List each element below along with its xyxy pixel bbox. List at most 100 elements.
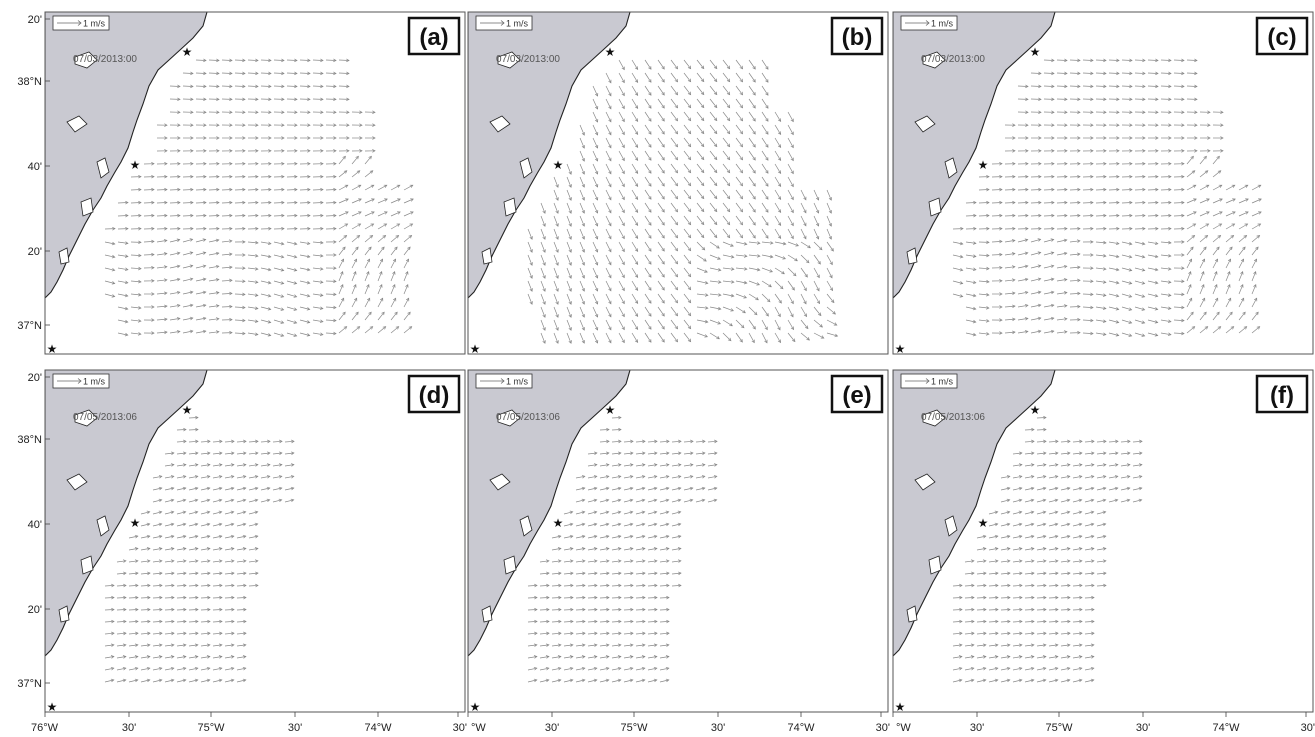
current-vector xyxy=(1048,535,1058,539)
current-vector xyxy=(248,452,258,455)
current-vector xyxy=(683,124,691,134)
current-vector-head xyxy=(281,187,285,192)
current-vector-head xyxy=(648,118,652,122)
scale-arrow-head xyxy=(500,378,505,384)
current-vector xyxy=(152,667,162,671)
current-vector-head xyxy=(529,262,533,266)
current-vector-head xyxy=(281,110,285,115)
current-vector xyxy=(1072,644,1082,647)
current-vector xyxy=(635,475,645,479)
current-vector xyxy=(978,306,989,309)
current-vector xyxy=(208,215,220,217)
current-vector-head xyxy=(1090,266,1094,270)
current-vector-head xyxy=(594,170,599,175)
current-vector xyxy=(176,644,186,647)
current-vector-head xyxy=(777,313,781,318)
current-vector xyxy=(1000,679,1010,683)
current-vector-head xyxy=(555,327,559,331)
current-vector-head xyxy=(267,439,271,444)
current-vector-head xyxy=(999,213,1003,218)
landmass xyxy=(893,12,1056,299)
current-vector xyxy=(208,331,219,334)
current-vector-head xyxy=(405,271,409,275)
current-vector xyxy=(1024,585,1035,587)
current-vector xyxy=(540,293,546,305)
current-vector xyxy=(273,254,284,258)
current-vector xyxy=(164,679,174,683)
current-vector xyxy=(1238,246,1246,256)
current-vector-head xyxy=(346,71,350,76)
current-vector xyxy=(599,632,610,635)
current-vector-head xyxy=(1114,486,1119,491)
current-vector-head xyxy=(1019,631,1023,636)
current-vector-head xyxy=(1025,174,1029,179)
current-vector xyxy=(735,332,743,343)
current-vector xyxy=(104,254,115,258)
current-vector-head xyxy=(752,104,756,109)
current-vector-head xyxy=(279,439,283,444)
current-vector xyxy=(272,452,282,455)
current-vector-head xyxy=(1012,174,1016,179)
x-tick-label: °W xyxy=(896,722,911,734)
current-vector xyxy=(1069,279,1081,282)
current-vector xyxy=(611,609,622,611)
current-vector xyxy=(976,572,987,575)
current-vector xyxy=(563,560,573,563)
current-vector-head xyxy=(768,284,772,288)
current-vector xyxy=(286,306,297,311)
current-vector-head xyxy=(219,631,223,636)
current-vector xyxy=(200,597,211,599)
current-vector xyxy=(221,85,233,87)
current-vector xyxy=(722,306,734,312)
current-vector-head xyxy=(581,301,585,305)
current-vector xyxy=(1251,246,1259,256)
current-vector-head xyxy=(242,486,247,491)
current-vector-head xyxy=(384,211,388,215)
current-vector-head xyxy=(255,123,259,127)
current-vector-head xyxy=(1090,253,1094,257)
current-vector xyxy=(1082,319,1094,321)
current-vector-head xyxy=(569,534,574,539)
current-vector xyxy=(599,487,609,491)
current-vector-head xyxy=(1141,241,1146,246)
current-vector xyxy=(670,267,678,278)
current-vector xyxy=(965,319,976,323)
current-vector xyxy=(696,111,705,121)
current-vector-head xyxy=(281,71,285,76)
current-vector xyxy=(618,189,625,200)
current-vector xyxy=(952,644,962,647)
current-vector-head xyxy=(216,200,220,205)
current-vector xyxy=(1036,597,1047,599)
current-vector xyxy=(635,644,645,647)
current-vector-head xyxy=(689,498,694,503)
current-vector-head xyxy=(294,97,298,102)
current-vector xyxy=(647,656,657,659)
current-vector xyxy=(200,487,210,491)
current-vector-head xyxy=(608,144,612,149)
current-vector-head xyxy=(182,522,187,527)
current-vector xyxy=(1069,240,1080,243)
current-vector xyxy=(351,311,359,321)
current-vector xyxy=(195,59,207,61)
current-vector-head xyxy=(654,631,658,636)
current-vector xyxy=(623,511,633,515)
current-vector-head xyxy=(752,325,756,330)
current-vector-head xyxy=(1024,317,1029,321)
current-vector xyxy=(774,124,781,135)
current-vector-head xyxy=(739,130,744,135)
current-vector-head xyxy=(1051,161,1055,166)
current-vector xyxy=(566,254,572,266)
current-vector-head xyxy=(1116,84,1120,89)
current-vector xyxy=(722,189,730,199)
current-vector xyxy=(991,189,1003,191)
current-vector-head xyxy=(1155,187,1159,192)
current-vector xyxy=(200,609,211,611)
current-vector xyxy=(1134,215,1146,217)
current-vector xyxy=(182,72,194,74)
current-vector-head xyxy=(307,97,311,102)
current-vector xyxy=(1147,72,1159,74)
current-vector-head xyxy=(254,475,259,479)
current-vector-head xyxy=(1227,258,1232,263)
current-vector-head xyxy=(177,123,181,127)
current-vector-head xyxy=(581,184,585,188)
